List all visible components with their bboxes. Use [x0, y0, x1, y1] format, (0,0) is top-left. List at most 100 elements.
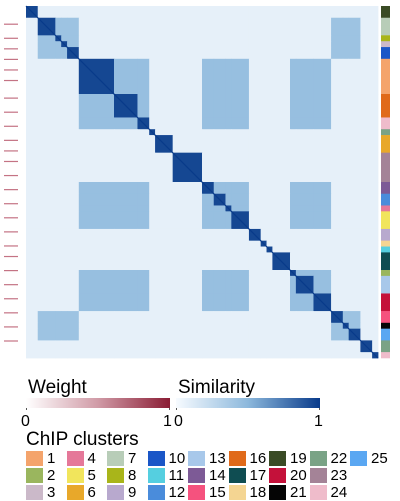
- heatmap-cell: [155, 340, 174, 353]
- heatmap-cell: [137, 152, 150, 183]
- cluster-label: 20: [290, 467, 307, 484]
- cluster-label: 16: [249, 450, 267, 467]
- heatmap-cell: [295, 58, 314, 95]
- heatmap-cell: [266, 211, 273, 230]
- heatmap-cell: [295, 322, 314, 330]
- heatmap-cell: [231, 205, 250, 212]
- weight-mark: [4, 203, 18, 205]
- matrix-diagonal: [25, 5, 379, 359]
- heatmap-cell: [342, 240, 350, 247]
- heatmap-cell: [61, 135, 68, 154]
- cluster-legend-item: 6: [66, 484, 96, 501]
- heatmap-cell: [61, 240, 68, 247]
- heatmap-cell: [290, 340, 297, 353]
- heatmap-cell: [248, 322, 262, 330]
- heatmap-cell: [155, 182, 174, 195]
- heatmap-cell: [342, 246, 350, 253]
- cluster-bar-segment: [381, 182, 390, 195]
- heatmap-cell: [155, 35, 174, 42]
- heatmap-cell: [61, 311, 68, 324]
- heatmap-cell: [225, 129, 232, 136]
- heatmap-cell: [290, 193, 297, 206]
- heatmap-cell: [331, 246, 344, 253]
- heatmap-cell: [61, 328, 68, 341]
- heatmap-cell: [213, 6, 226, 19]
- heatmap-cell: [266, 293, 273, 312]
- weight-mark: [4, 150, 18, 152]
- heatmap-cell: [149, 328, 156, 341]
- cluster-label: 3: [47, 484, 56, 501]
- heatmap-cell: [295, 47, 314, 60]
- heatmap-cell: [342, 41, 350, 48]
- heatmap-cell: [313, 340, 332, 353]
- heatmap-cell: [37, 117, 56, 130]
- heatmap-cell: [313, 117, 332, 130]
- cluster-legend-item: 7: [107, 450, 136, 467]
- heatmap-cell: [272, 240, 291, 247]
- heatmap-cell: [202, 275, 215, 294]
- cluster-legend-item: 14: [188, 467, 226, 484]
- heatmap-cell: [290, 135, 297, 154]
- heatmap-cell: [331, 135, 344, 154]
- heatmap-cell: [61, 58, 68, 95]
- heatmap-cell: [67, 41, 80, 48]
- heatmap-cell: [155, 6, 174, 19]
- heatmap-cell: [149, 252, 156, 271]
- heatmap-cell: [272, 182, 291, 195]
- cluster-bar-segment: [381, 293, 390, 312]
- heatmap-cell: [360, 322, 373, 330]
- heatmap-cell: [26, 58, 39, 95]
- heatmap-cell: [272, 193, 291, 206]
- heatmap-cell: [272, 58, 291, 95]
- heatmap-cell: [248, 35, 262, 42]
- heatmap-cell: [172, 6, 203, 19]
- heatmap-cell: [137, 35, 150, 42]
- heatmap-cell: [202, 340, 215, 353]
- cluster-label: 17: [249, 467, 267, 484]
- heatmap-cell: [149, 352, 156, 359]
- heatmap-cell: [78, 328, 115, 341]
- heatmap-cell: [272, 6, 291, 19]
- heatmap-cell: [348, 228, 361, 242]
- heatmap-cell: [155, 205, 174, 212]
- heatmap-cell: [114, 17, 138, 36]
- heatmap-cell: [331, 252, 344, 271]
- heatmap-cell: [114, 252, 138, 271]
- heatmap-cell: [295, 252, 314, 271]
- heatmap-cell: [372, 205, 379, 212]
- heatmap-cell: [67, 311, 80, 324]
- heatmap-cell: [295, 211, 314, 230]
- cluster-swatch: [147, 468, 165, 483]
- heatmap-cell: [67, 328, 80, 341]
- heatmap-cell: [78, 205, 115, 212]
- heatmap-cell: [114, 117, 138, 130]
- heatmap-cell: [231, 252, 250, 271]
- heatmap-cell: [231, 182, 250, 195]
- heatmap-cell: [231, 340, 250, 353]
- heatmap-cell: [248, 47, 262, 60]
- heatmap-cell: [172, 117, 203, 130]
- heatmap-cell: [266, 311, 273, 324]
- heatmap-cell: [266, 47, 273, 60]
- heatmap-cell: [313, 240, 332, 247]
- heatmap-cell: [266, 94, 273, 118]
- heatmap-cell: [348, 246, 361, 253]
- heatmap-cell: [331, 240, 344, 247]
- heatmap-cell: [137, 211, 150, 230]
- weight-mark: [4, 231, 18, 233]
- heatmap-cell: [37, 340, 56, 353]
- cluster-legend-item: 11: [147, 467, 184, 484]
- heatmap-cell: [313, 35, 332, 42]
- heatmap-cell: [61, 205, 68, 212]
- heatmap-cell: [137, 58, 150, 95]
- cluster-legend-item: 20: [269, 467, 307, 484]
- heatmap-cell: [231, 322, 250, 330]
- heatmap-cell: [61, 129, 68, 136]
- heatmap-cell: [114, 240, 138, 247]
- heatmap-cell: [266, 322, 273, 330]
- cluster-legend-item: 12: [147, 484, 185, 501]
- heatmap-cell: [114, 340, 138, 353]
- heatmap-cell: [290, 58, 297, 95]
- heatmap-cell: [372, 322, 379, 330]
- heatmap-cell: [331, 17, 344, 36]
